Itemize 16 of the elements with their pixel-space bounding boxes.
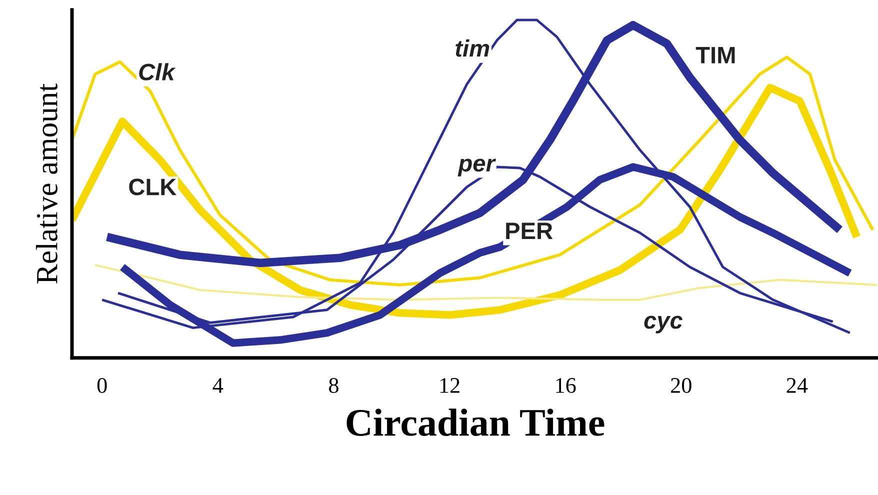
y-axis-title: Relative amount [36, 84, 58, 284]
series-label: cyc [644, 316, 683, 334]
x-tick-label: 8 [329, 378, 338, 393]
x-tick-label: 20 [670, 378, 692, 393]
series-label: PER [506, 222, 553, 239]
series-label: per [458, 158, 496, 176]
series-label: tim [456, 39, 490, 57]
series-label: Clk [139, 63, 176, 80]
x-tick-label: 12 [440, 378, 460, 393]
x-tick-label: 4 [212, 378, 224, 393]
x-tick-label: 16 [556, 378, 576, 393]
x-tick-label: 0 [97, 378, 107, 393]
x-axis-title: Circadian Time [346, 408, 604, 436]
series-label: TIM [696, 47, 735, 64]
series-label: CLK [129, 178, 176, 196]
x-tick-label: 24 [786, 378, 808, 393]
